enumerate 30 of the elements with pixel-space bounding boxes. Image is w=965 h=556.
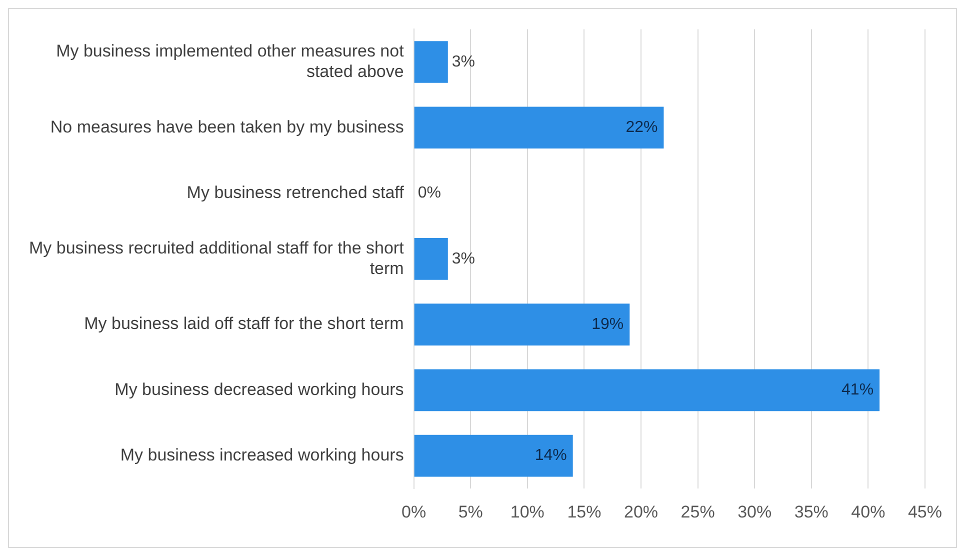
bar [414, 106, 664, 149]
x-tick-label: 0% [402, 502, 426, 522]
y-tick-label: My business retrenched staff [186, 182, 404, 202]
x-tick-label: 10% [510, 502, 544, 522]
x-tick-label: 30% [738, 502, 772, 522]
data-label: 19% [592, 316, 624, 333]
x-tick-label: 25% [680, 502, 715, 522]
bar [414, 369, 880, 412]
x-tick-label: 35% [794, 502, 828, 522]
data-label: 41% [842, 382, 874, 399]
data-label: 14% [534, 447, 567, 464]
bar [414, 41, 448, 83]
x-tick-label: 40% [851, 502, 886, 522]
bar [414, 304, 630, 346]
bar [414, 434, 573, 477]
data-label: 3% [452, 250, 476, 268]
data-label: 0% [418, 184, 441, 202]
x-tick-label: 15% [567, 502, 602, 522]
y-tick-label: No measures have been taken by my business [50, 117, 404, 136]
y-tick-label: My business laid off staff for the short term [84, 314, 404, 334]
y-tick-label: My business increased working hours [120, 445, 404, 464]
y-tick-label: My business implemented other measures not stated above [56, 42, 404, 81]
data-label: 3% [452, 53, 476, 70]
y-tick-label: My business recruited additional staff for the short term [28, 238, 404, 278]
data-label: 22% [626, 119, 658, 136]
bar [414, 238, 448, 280]
x-tick-label: 45% [908, 502, 942, 522]
y-tick-label: My business decreased working hours [114, 380, 404, 399]
x-tick-label: 20% [624, 502, 658, 522]
x-tick-label: 5% [458, 502, 483, 522]
